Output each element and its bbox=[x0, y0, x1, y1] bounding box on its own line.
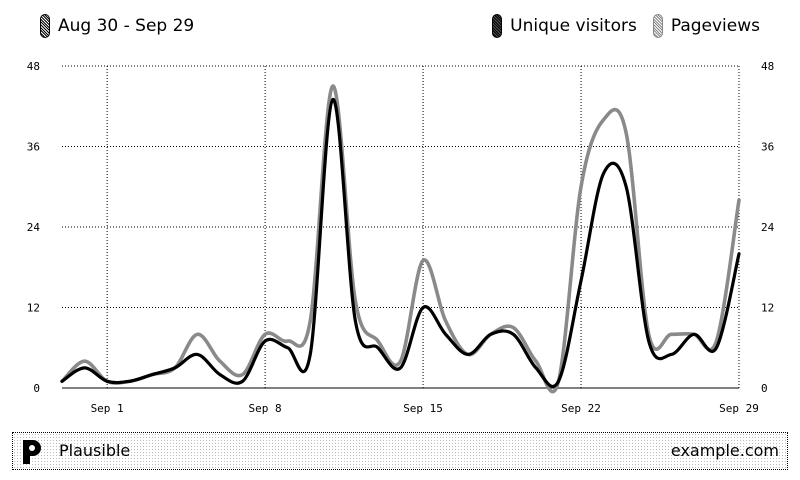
x-tick-label: Sep 8 bbox=[249, 402, 282, 415]
y-tick-label-left: 12 bbox=[27, 302, 40, 315]
legend: Unique visitors Pageviews bbox=[484, 14, 760, 38]
y-tick-label-right: 48 bbox=[761, 60, 774, 73]
y-tick-label-right: 0 bbox=[761, 382, 768, 395]
y-tick-label-left: 0 bbox=[33, 382, 40, 395]
x-tick-label: Sep 15 bbox=[403, 402, 443, 415]
y-tick-label-left: 36 bbox=[27, 141, 40, 154]
date-range-label: Aug 30 - Sep 29 bbox=[58, 16, 195, 36]
plausible-logo-icon bbox=[23, 440, 41, 464]
site-domain: example.com bbox=[670, 441, 779, 460]
legend-swatch-unique-visitors bbox=[492, 14, 503, 38]
legend-item-pageviews: Pageviews bbox=[652, 14, 760, 38]
date-range: Aug 30 - Sep 29 bbox=[40, 14, 194, 38]
legend-label-pageviews: Pageviews bbox=[670, 16, 760, 36]
x-tick-label: Sep 22 bbox=[561, 402, 601, 415]
x-tick-label: Sep 1 bbox=[91, 402, 124, 415]
legend-item-unique-visitors: Unique visitors bbox=[492, 14, 637, 38]
y-tick-label-right: 12 bbox=[761, 302, 774, 315]
x-tick-label: Sep 29 bbox=[719, 402, 759, 415]
series-line-pageviews bbox=[60, 84, 741, 394]
brand-name: Plausible bbox=[59, 441, 131, 460]
y-tick-label-right: 24 bbox=[761, 221, 775, 234]
legend-swatch-pageviews bbox=[652, 14, 663, 38]
chart-header: Aug 30 - Sep 29 Unique visitors Pageview… bbox=[0, 0, 800, 56]
footer-bar: Plausible example.com bbox=[12, 432, 788, 470]
y-tick-label-left: 24 bbox=[27, 221, 41, 234]
y-tick-label-right: 36 bbox=[761, 141, 774, 154]
y-tick-label-left: 48 bbox=[27, 60, 40, 73]
line-chart: 0 0 12 12 24 24 36 36 48 48 Sep 1 Sep 8 Sep 15 Sep 22… bbox=[27, 60, 775, 415]
legend-label-unique-visitors: Unique visitors bbox=[510, 16, 637, 36]
date-range-marker bbox=[40, 14, 50, 38]
series-line-unique-visitors bbox=[60, 97, 741, 389]
